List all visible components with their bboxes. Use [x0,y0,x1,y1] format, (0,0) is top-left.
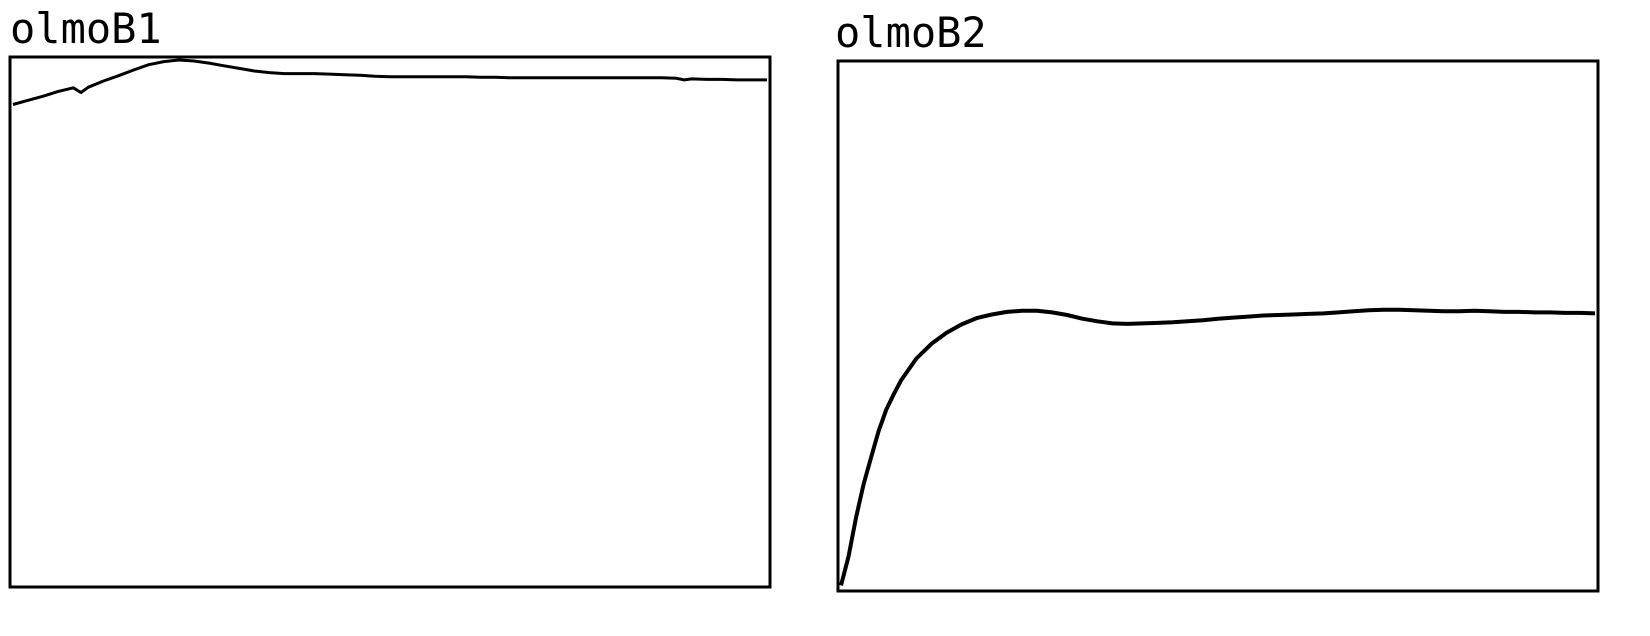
series-line [12,58,767,106]
chart-title-olmob1: olmoB1 [10,4,162,53]
plot-frame [836,59,1600,593]
chart-olmob2 [836,59,1600,593]
chart-olmob1 [8,55,772,589]
chart-title-olmob2: olmoB2 [835,8,987,57]
plot-frame [8,55,772,589]
series-line [839,307,1596,586]
